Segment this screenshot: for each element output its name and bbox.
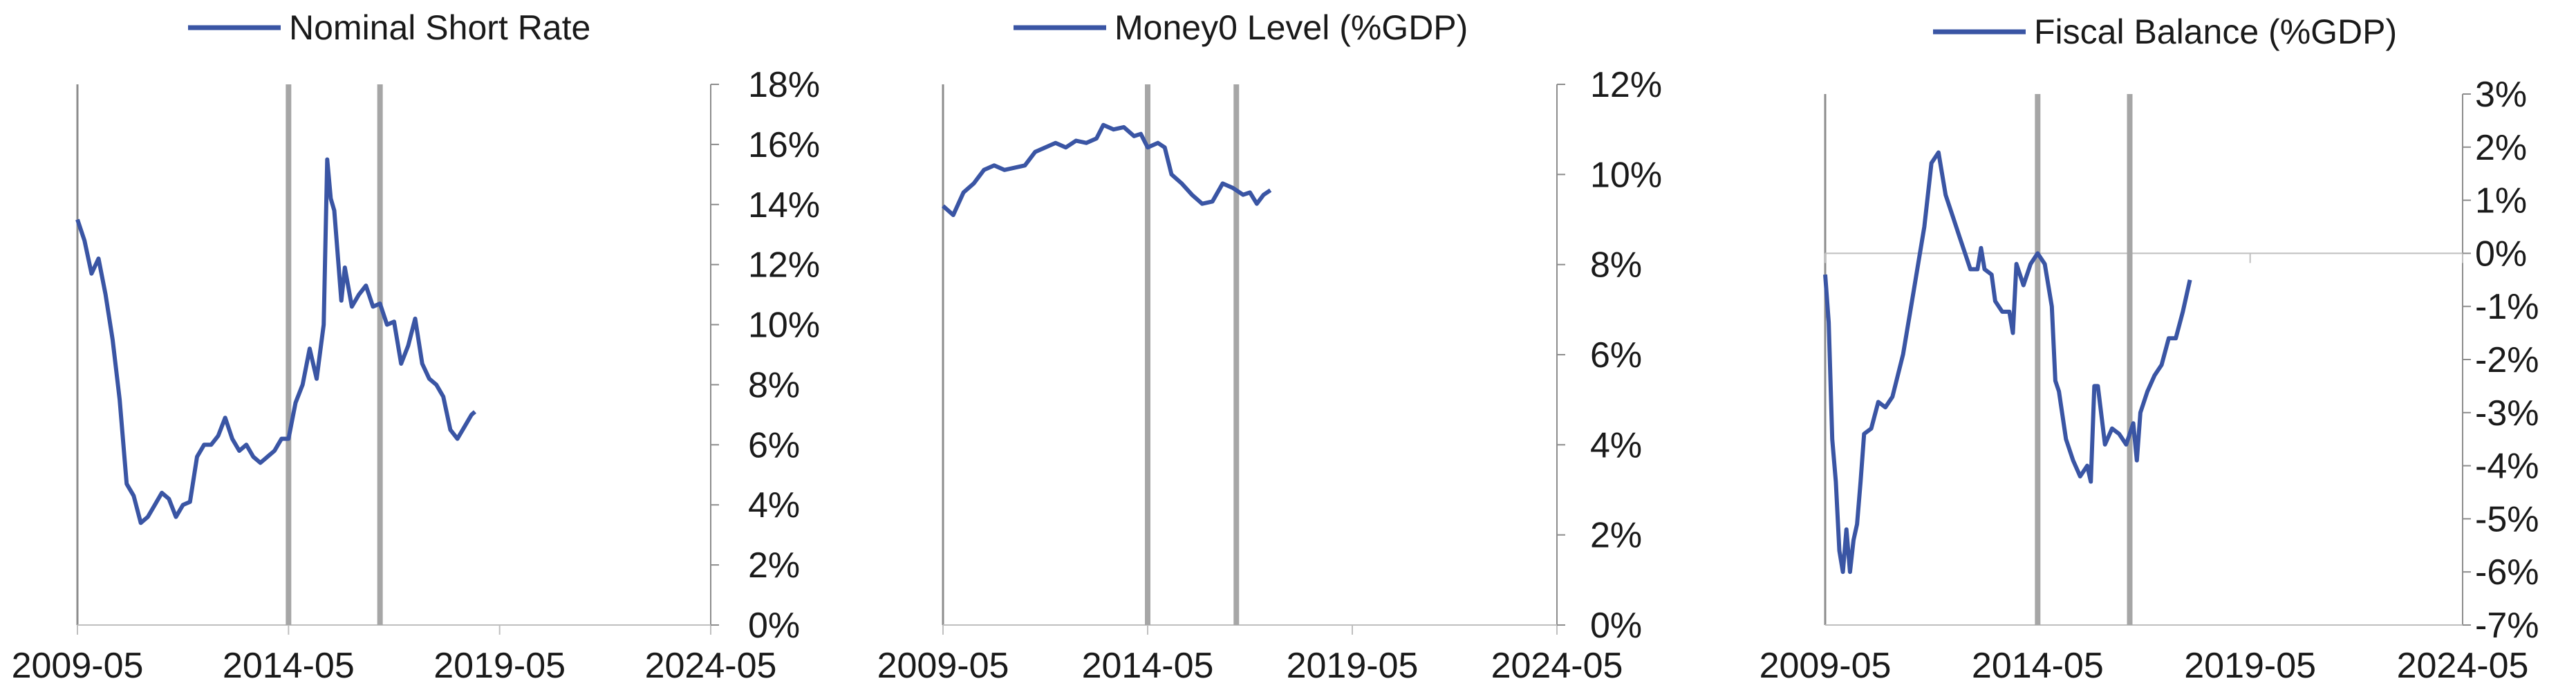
x-tick-label: 2014-05 [223, 646, 355, 686]
y-tick-label: 16% [748, 125, 820, 165]
x-tick-label: 2019-05 [1287, 646, 1419, 686]
y-tick-label: 12% [748, 245, 820, 286]
y-tick-label: 14% [748, 185, 820, 225]
x-tick-label: 2014-05 [1972, 646, 2104, 686]
series-line [942, 122, 1272, 217]
x-tick-label: 2009-05 [877, 646, 1009, 686]
x-tick-label: 2024-05 [1491, 646, 1623, 686]
y-tick-label: 6% [748, 425, 800, 465]
legend-label: Nominal Short Rate [289, 8, 590, 47]
y-tick-label: 8% [1590, 245, 1642, 286]
x-tick-label: 2009-05 [1760, 646, 1892, 686]
y-tick-label: 2% [2475, 128, 2527, 168]
y-tick-label: -6% [2475, 552, 2539, 593]
chart-2: 2009-05 2014-05 2019-05 2024-050% 2% 4% 6% 8% 10… [877, 8, 1663, 686]
y-tick-label: -5% [2475, 499, 2539, 539]
y-tick-label: -1% [2475, 287, 2539, 327]
y-tick-label: 6% [1590, 335, 1642, 375]
y-tick-label: 12% [1590, 65, 1662, 105]
y-tick-label: -4% [2475, 447, 2539, 487]
y-tick-label: 0% [2475, 234, 2527, 274]
legend-label: Money0 Level (%GDP) [1114, 8, 1468, 47]
y-tick-label: 18% [748, 65, 820, 105]
y-tick-label: 0% [748, 606, 800, 646]
x-tick-label: 2014-05 [1082, 646, 1214, 686]
y-tick-label: 10% [1590, 155, 1662, 195]
x-tick-label: 2019-05 [433, 646, 566, 686]
series-line [1823, 150, 2192, 575]
x-tick-label: 2024-05 [2397, 646, 2529, 686]
y-tick-label: 2% [1590, 516, 1642, 556]
y-tick-label: 0% [1590, 606, 1642, 646]
series-line [75, 157, 476, 525]
y-tick-label: 4% [1590, 425, 1642, 465]
chart-1: 2009-05 2014-05 2019-05 2024-050% 2% 4% 6% 8% 10… [12, 8, 821, 686]
x-tick-label: 2024-05 [645, 646, 777, 686]
y-tick-label: -7% [2475, 606, 2539, 646]
y-tick-label: 2% [748, 546, 800, 586]
y-tick-label: -2% [2475, 340, 2539, 380]
y-tick-label: 1% [2475, 181, 2527, 221]
y-tick-label: 3% [2475, 75, 2527, 115]
y-tick-label: -3% [2475, 393, 2539, 434]
legend-label: Fiscal Balance (%GDP) [2034, 12, 2397, 51]
chart-3: 2009-05 2014-05 2019-05 2024-05-7% -6% -5% -4%… [1760, 12, 2539, 686]
x-tick-label: 2019-05 [2184, 646, 2316, 686]
x-tick-label: 2009-05 [12, 646, 144, 686]
y-tick-label: 10% [748, 306, 820, 346]
y-tick-label: 8% [748, 365, 800, 405]
y-tick-label: 4% [748, 485, 800, 525]
